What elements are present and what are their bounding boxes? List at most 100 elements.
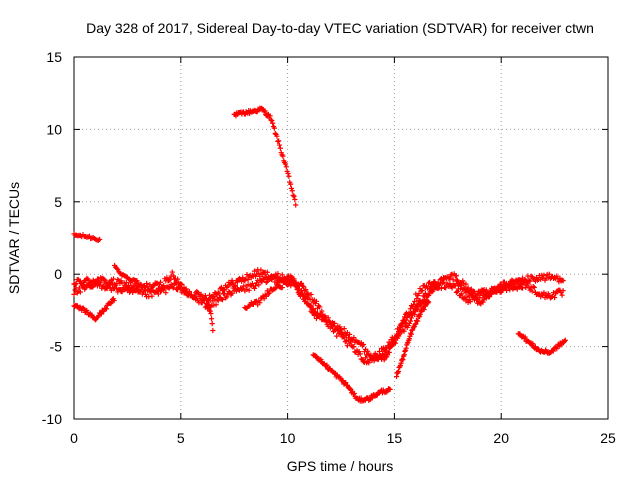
data-point <box>276 142 283 148</box>
data-point <box>276 138 282 144</box>
data-point <box>163 290 169 296</box>
data-point <box>346 331 353 337</box>
data-point <box>266 290 273 296</box>
data-point <box>101 276 107 282</box>
data-point <box>531 284 537 291</box>
x-tick-label: 20 <box>493 430 509 446</box>
data-point <box>201 297 207 304</box>
series-sat-l <box>453 278 526 307</box>
data-point <box>404 340 411 346</box>
data-point <box>369 357 375 364</box>
data-point <box>408 331 414 337</box>
data-point <box>411 324 418 330</box>
data-point <box>277 145 283 151</box>
data-point <box>288 283 294 289</box>
data-point <box>263 293 269 299</box>
data-point <box>282 279 289 285</box>
data-point <box>453 273 459 279</box>
data-point <box>71 291 77 298</box>
data-point <box>447 281 453 287</box>
data-point <box>301 284 307 290</box>
data-marks <box>71 105 568 404</box>
data-point <box>271 125 277 131</box>
data-point <box>251 285 258 291</box>
data-point <box>306 302 312 308</box>
y-axis-label: SDTVAR / TECUs <box>6 182 22 294</box>
data-point <box>407 318 414 324</box>
data-point <box>365 348 371 354</box>
data-point <box>226 289 232 295</box>
data-point <box>210 327 216 334</box>
data-point <box>292 196 298 203</box>
data-point <box>161 283 167 289</box>
data-point <box>415 318 421 324</box>
data-point <box>560 288 566 294</box>
data-point <box>234 279 241 285</box>
data-point <box>485 294 491 300</box>
y-tick-labels: -10 -5 0 5 10 15 <box>42 49 62 427</box>
data-point <box>272 286 278 292</box>
data-point <box>220 286 227 292</box>
data-point <box>186 288 192 295</box>
data-point <box>425 299 432 305</box>
data-point <box>97 236 103 243</box>
data-point <box>172 280 179 286</box>
data-point <box>425 300 431 306</box>
data-point <box>249 272 255 278</box>
data-point <box>521 335 527 341</box>
data-point <box>164 275 170 281</box>
data-point <box>449 285 455 291</box>
data-point <box>115 276 121 283</box>
data-point <box>283 164 289 170</box>
data-point <box>290 279 296 285</box>
data-point <box>351 344 357 350</box>
data-point <box>97 282 103 288</box>
data-point <box>303 287 309 293</box>
data-point <box>323 318 329 324</box>
data-point <box>395 368 402 375</box>
data-point <box>529 288 535 294</box>
data-point <box>331 320 338 326</box>
data-point <box>408 315 415 321</box>
data-point <box>236 275 243 282</box>
series-sat-a <box>71 231 103 243</box>
data-point <box>275 271 281 277</box>
data-point <box>559 292 565 298</box>
data-point <box>282 161 289 167</box>
data-point <box>453 278 459 284</box>
data-point <box>454 288 461 295</box>
series-sat-b <box>231 105 299 208</box>
data-point <box>519 285 526 291</box>
data-point <box>279 284 285 291</box>
data-point <box>417 311 423 317</box>
x-tick-label: 15 <box>387 430 403 446</box>
data-point <box>425 280 432 286</box>
data-point <box>141 287 148 293</box>
data-point <box>527 278 533 284</box>
series-sat-f <box>111 262 141 286</box>
data-point <box>169 284 175 290</box>
data-point <box>110 276 117 282</box>
data-point <box>251 268 258 274</box>
x-tick-label: 5 <box>177 430 185 446</box>
data-point <box>262 108 268 114</box>
data-point <box>294 285 300 291</box>
data-point <box>268 117 274 123</box>
data-point <box>147 288 153 294</box>
data-point <box>459 282 465 288</box>
data-point <box>343 380 349 386</box>
data-point <box>417 314 423 320</box>
data-point <box>274 133 280 139</box>
data-point <box>522 279 528 285</box>
data-point <box>522 334 528 340</box>
data-point <box>541 272 547 278</box>
data-point <box>208 310 214 317</box>
data-point <box>347 385 353 392</box>
data-point <box>290 192 296 198</box>
x-axis-label: GPS time / hours <box>287 458 394 474</box>
data-point <box>351 390 357 397</box>
data-point <box>256 270 262 276</box>
data-point <box>246 303 252 309</box>
data-point <box>463 281 469 287</box>
series-sat-k <box>393 298 432 380</box>
